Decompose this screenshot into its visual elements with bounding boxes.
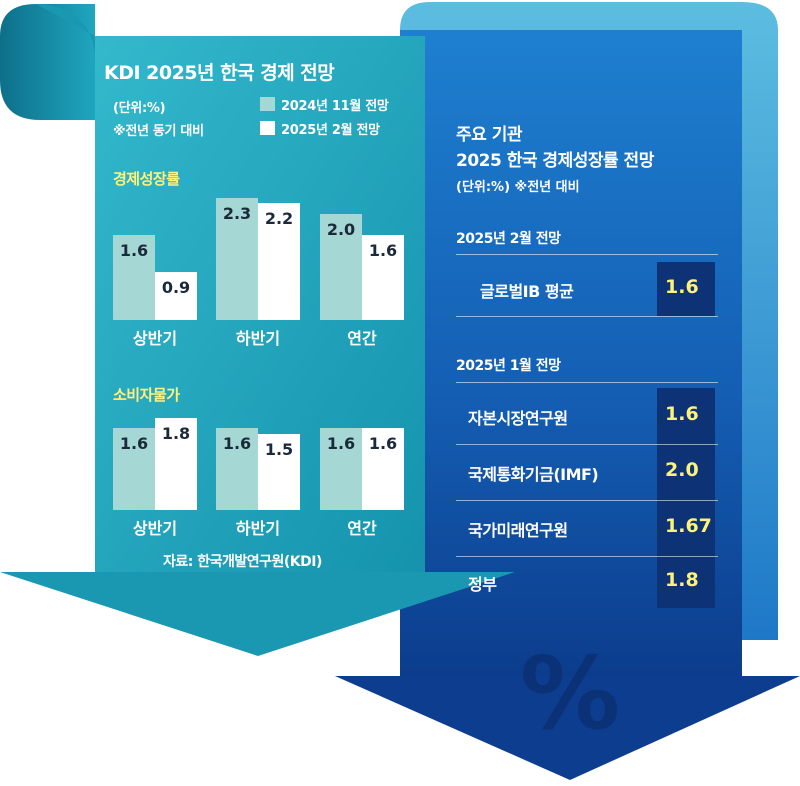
- bar-value-label: 2.0: [326, 220, 356, 239]
- bar-value-label: 1.6: [222, 434, 252, 454]
- table-divider: [456, 316, 718, 317]
- table-divider: [456, 254, 718, 255]
- table-row-label: 국가미래연구원: [468, 521, 568, 540]
- bar-prev-1: [216, 198, 258, 320]
- table-divider: [456, 556, 718, 557]
- bar-value-label: 1.6: [326, 434, 356, 454]
- right-arrow-shape: [335, 2, 800, 780]
- bar-value-label: 1.6: [368, 241, 398, 261]
- chart1-title: 경제성장률: [113, 170, 180, 188]
- table-value-cell: [657, 444, 715, 500]
- bar-prev-2: [320, 428, 362, 510]
- left-note: ※전년 동기 대비: [113, 124, 204, 139]
- table-row-label: 국제통화기금(IMF): [468, 465, 599, 484]
- table-value-cell: [657, 388, 715, 444]
- bar-prev-1: [216, 428, 258, 510]
- table-value-cell: [657, 500, 715, 556]
- percent-symbol-decor: %: [520, 635, 620, 752]
- table-divider: [456, 382, 718, 383]
- table-divider: [456, 444, 718, 445]
- right-title-line2: 2025 한국 경제성장률 전망: [456, 151, 654, 171]
- table-value-cell: [657, 556, 715, 608]
- legend-label-cur: 2025년 2월 전망: [281, 123, 380, 138]
- table-row-label: 정부: [468, 575, 497, 594]
- left-title: KDI 2025년 한국 경제 전망: [104, 62, 335, 84]
- bar-prev-0: [113, 428, 155, 510]
- category-label: 연간: [347, 329, 377, 348]
- bar-value-label: 2.2: [264, 209, 294, 229]
- right-unit: (단위:%) ※전년 대비: [456, 180, 580, 195]
- bar-value-label: 0.9: [161, 278, 191, 298]
- table-divider: [456, 500, 718, 501]
- bar-value-label: 1.6: [368, 434, 398, 454]
- bar-prev-0: [113, 235, 155, 320]
- table-row-value: 1.67: [665, 515, 712, 537]
- table-row-value: 1.8: [665, 569, 699, 591]
- bar-value-label: 1.8: [161, 424, 191, 444]
- table-row-value: 1.6: [665, 403, 699, 425]
- table-row-label: 자본시장연구원: [468, 409, 568, 428]
- left-unit: (단위:%): [113, 101, 166, 116]
- category-label: 연간: [347, 519, 377, 538]
- bar-cur-0: [155, 272, 197, 320]
- bar-value-label: 1.6: [119, 241, 149, 261]
- bar-value-label: 1.5: [264, 439, 294, 459]
- table-row-value: 2.0: [665, 459, 699, 481]
- table-row-value: 1.6: [665, 276, 699, 298]
- left-source: 자료: 한국개발연구원(KDI): [163, 554, 322, 570]
- bar-cur-1: [258, 203, 300, 320]
- bar-value-label: 1.6: [119, 434, 149, 454]
- table-value-cell: [657, 262, 715, 316]
- table-row-label: 글로벌IB 평균: [480, 282, 574, 301]
- category-label: 상반기: [132, 329, 178, 348]
- legend-swatch-prev: [260, 97, 275, 111]
- bar-prev-2: [320, 214, 362, 320]
- bar-cur-2: [362, 428, 404, 510]
- bar-cur-2: [362, 235, 404, 320]
- chart2-title: 소비자물가: [113, 386, 180, 404]
- bar-value-label: 2.3: [222, 204, 252, 224]
- category-label: 하반기: [235, 329, 281, 348]
- bar-cur-0: [155, 418, 197, 510]
- legend-swatch-cur: [260, 121, 275, 135]
- bar-cur-1: [258, 433, 300, 510]
- category-label: 상반기: [132, 519, 178, 538]
- right-title-line1: 주요 기관: [456, 125, 522, 145]
- section-jan: 2025년 1월 전망: [456, 358, 561, 374]
- category-label: 하반기: [235, 519, 281, 538]
- section-feb: 2025년 2월 전망: [456, 231, 561, 247]
- legend-label-prev: 2024년 11월 전망: [281, 99, 389, 114]
